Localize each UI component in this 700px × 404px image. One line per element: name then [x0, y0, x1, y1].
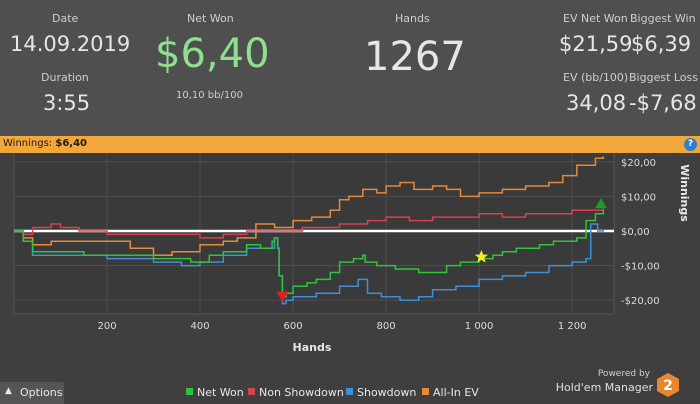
legend-item-showdown[interactable]: Showdown	[346, 386, 416, 399]
x-tick-label: 1 000	[465, 321, 494, 332]
stats-header: Date 14.09.2019 Duration 3:55 Net Won $6…	[0, 0, 700, 136]
series-line-non-showdown	[14, 209, 604, 239]
y-tick-labels: $20,00 $10,00 $0,00 -$10,00 -$20,00	[621, 158, 660, 307]
options-button[interactable]: ▲ Options	[0, 382, 64, 404]
winnings-bar: Winnings: $6,40 ?	[0, 136, 700, 153]
hm2-logo: 2	[657, 373, 679, 397]
winnings-chart: 200 400 600 800 1 000 1 200 $20,00 $10,00 $0,00…	[0, 140, 700, 404]
biggest-win-value: $6,39	[631, 32, 692, 56]
legend-label: All-In EV	[433, 386, 479, 399]
caret-up-icon: ▲	[5, 386, 12, 396]
hands-value: 1267	[364, 34, 466, 80]
y-tick-label: $20,00	[621, 158, 656, 169]
legend-item-all-in-ev[interactable]: All-In EV	[422, 386, 479, 399]
legend-swatch	[248, 388, 255, 395]
powered-by-text: Powered by	[597, 369, 650, 379]
x-tick-label: 1 200	[558, 321, 587, 332]
net-won-value: $6,40	[155, 31, 270, 77]
y-tick-label: -$10,00	[621, 262, 660, 273]
legend-label: Showdown	[357, 386, 417, 399]
series-line-showdown	[14, 223, 605, 305]
chart-svg: 200 400 600 800 1 000 1 200 $20,00 $10,00 $0,00…	[13, 140, 691, 354]
ev-bb100-value: 34,08	[566, 91, 627, 115]
y-tick-label: $10,00	[621, 192, 656, 203]
star-marker[interactable]	[474, 249, 489, 263]
legend-item-non-showdown[interactable]: Non Showdown	[248, 386, 344, 399]
svg-text:2: 2	[663, 378, 673, 394]
y-tick-label: $0,00	[621, 227, 650, 238]
series-line-net-won	[14, 208, 605, 298]
duration-value: 3:55	[43, 91, 91, 115]
date-label: Date	[52, 12, 79, 25]
legend-label: Non Showdown	[259, 386, 344, 399]
options-label: Options	[20, 386, 63, 399]
winnings-value: $6,40	[55, 138, 87, 149]
x-tick-label: 800	[377, 321, 396, 332]
legend-swatch	[422, 388, 429, 395]
chart-markers	[276, 198, 607, 302]
biggest-win-marker[interactable]	[595, 198, 607, 209]
ev-net-won-value: $21,59	[559, 32, 633, 56]
y-tick-label: -$20,00	[621, 296, 660, 307]
x-tick-label: 200	[97, 321, 116, 332]
y-axis-label: Winnings	[678, 164, 691, 222]
biggest-loss-marker[interactable]	[276, 291, 289, 302]
biggest-loss-value: -$7,68	[629, 91, 697, 115]
net-won-label: Net Won	[187, 12, 234, 25]
legend-swatch	[346, 388, 353, 395]
x-tick-label: 400	[190, 321, 209, 332]
legend-label: Net Won	[197, 386, 244, 399]
legend-item-net-won[interactable]: Net Won	[186, 386, 244, 399]
grid-lines	[14, 141, 614, 314]
winnings-label: Winnings:	[3, 138, 53, 149]
legend-swatch	[186, 388, 193, 395]
series-lines	[14, 156, 605, 305]
bb100-value: 10,10 bb/100	[176, 90, 243, 101]
x-axis-label: Hands	[293, 341, 332, 354]
hands-label: Hands	[395, 12, 430, 25]
biggest-win-label: Biggest Win	[630, 12, 696, 25]
help-icon[interactable]: ?	[684, 138, 697, 151]
date-value: 14.09.2019	[10, 32, 131, 56]
hm-brand-text: Hold'em Manager	[555, 381, 653, 394]
x-tick-labels: 200 400 600 800 1 000 1 200	[97, 321, 586, 332]
x-tick-label: 600	[284, 321, 303, 332]
biggest-loss-label: Biggest Loss	[629, 71, 699, 84]
duration-label: Duration	[41, 71, 89, 84]
ev-net-won-label: EV Net Won	[563, 12, 628, 25]
winnings-text: Winnings: $6,40	[3, 138, 87, 149]
ev-bb100-label: EV (bb/100)	[563, 71, 629, 84]
plot-area	[13, 140, 615, 315]
